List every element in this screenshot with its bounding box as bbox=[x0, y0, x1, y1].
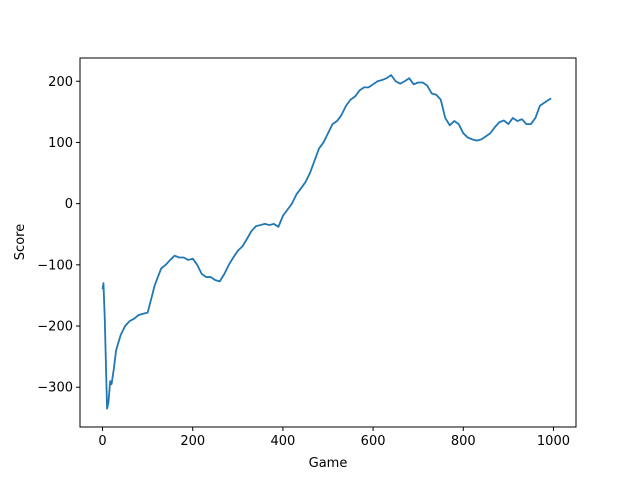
x-tick-label: 0 bbox=[98, 434, 106, 449]
y-tick-label: 0 bbox=[65, 197, 73, 212]
data-line bbox=[101, 74, 552, 410]
x-tick-label: 600 bbox=[361, 434, 386, 449]
y-tick-label: −300 bbox=[37, 381, 73, 396]
x-tick-label: 1000 bbox=[537, 434, 570, 449]
y-tick-label: 200 bbox=[48, 75, 73, 90]
y-tick-label: −100 bbox=[37, 258, 73, 273]
x-tick-label: 800 bbox=[451, 434, 476, 449]
y-tick-label: 100 bbox=[48, 136, 73, 151]
y-axis-label: Score bbox=[13, 224, 28, 260]
x-tick-label: 200 bbox=[180, 434, 205, 449]
plot-frame bbox=[79, 57, 577, 428]
y-tick-label: −200 bbox=[37, 320, 73, 335]
x-tick-label: 400 bbox=[270, 434, 295, 449]
x-axis-label: Game bbox=[309, 456, 348, 471]
